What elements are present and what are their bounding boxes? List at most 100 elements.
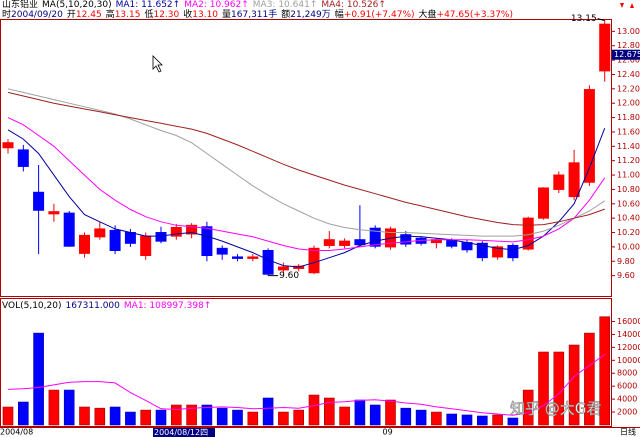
volume-bar [186, 404, 197, 426]
candle-body [201, 226, 213, 257]
info-label: 收 [183, 10, 193, 20]
volume-bar [369, 404, 381, 426]
legend-entry: MA2: 10.962↑ [184, 0, 249, 10]
volume-bar [2, 406, 14, 426]
candle-body [476, 242, 488, 259]
info-label: 低 [144, 10, 154, 20]
volume-bar [140, 409, 151, 426]
volume-bar [461, 414, 473, 426]
volume-frame [0, 298, 612, 427]
candle-body [538, 187, 549, 219]
info-label: 量 [222, 10, 232, 20]
y-tick-label: 4000 [617, 395, 637, 404]
ma-line [7, 117, 606, 251]
candle-body [308, 247, 320, 274]
y-tick-label: 10.40 [617, 214, 640, 223]
legend-entry: MA1: 108997.398↑ [123, 301, 212, 311]
y-tick-label: 13.00 [617, 27, 640, 36]
volume-bar [323, 397, 335, 426]
info-label: 时 [2, 10, 12, 20]
candle-body [33, 191, 45, 211]
volume-bar [538, 351, 549, 426]
volume-bar [492, 414, 503, 426]
header-line-1: 山东铝业 MA(5,10,20,30) MA1: 11.652↑ MA2: 10.96… [2, 0, 390, 10]
volume-ma-line [7, 354, 605, 416]
volume-current: 167311.000 [65, 301, 120, 311]
volume-bar [216, 407, 228, 426]
y-tick-label: 11.40 [617, 142, 640, 151]
cursor-price-label: 12.675 [614, 50, 640, 59]
y-tick-label: 16000 [617, 317, 640, 326]
candle-body [553, 174, 565, 190]
header-line-2: 时2004/09/20 开12.45 高13.15 低12.30 收13.10 量167,… [2, 10, 517, 20]
arrow-icon[interactable] [620, 3, 624, 8]
high-pointer [597, 18, 605, 22]
info-value: 2004/09/20 [11, 10, 63, 20]
y-tick-label: 2000 [617, 408, 637, 417]
volume-bar [33, 332, 44, 426]
y-tick-label: 12.00 [617, 99, 640, 108]
candle-body [140, 235, 152, 257]
volume-bar [109, 406, 121, 426]
volume-bar [400, 407, 412, 426]
candle-body [446, 239, 458, 247]
volume-bar [48, 389, 60, 426]
volume-bar [232, 409, 243, 426]
candle-body [124, 232, 136, 244]
volume-bar [599, 316, 611, 426]
y-tick-label: 10.60 [617, 199, 640, 208]
y-tick-label: 10.20 [617, 228, 640, 237]
y-tick-label: 12.80 [617, 41, 640, 50]
volume-bar [568, 344, 580, 426]
candle-body [48, 211, 60, 215]
volume-bar [155, 409, 167, 426]
volume-bar [308, 394, 320, 426]
watermark: 知乎 @大G君 [510, 400, 601, 418]
y-tick-label: 11.60 [617, 127, 640, 136]
ma-params: MA(5,10,20,30) [42, 0, 112, 10]
high-label: 13.15 [571, 14, 597, 24]
info-value: 13.10 [192, 10, 219, 20]
volume-bar [17, 401, 29, 426]
candle-body [155, 232, 167, 242]
y-tick-label: 9.80 [617, 257, 635, 266]
candle-body [369, 227, 381, 247]
candle-body [216, 247, 228, 255]
volume-bar [247, 411, 259, 426]
volume-bar [507, 417, 519, 426]
cursor-date: 2004/08/12四 [154, 428, 208, 437]
candle-body [507, 244, 519, 259]
info-label: 开 [66, 10, 76, 20]
volume-bar [94, 407, 106, 426]
ma-line [7, 88, 605, 237]
cursor-price-box [612, 49, 640, 60]
arrow-icon[interactable] [630, 3, 634, 8]
y-tick-label: 6000 [617, 382, 637, 391]
info-value: +47.65(+3.37%) [436, 10, 513, 20]
candle-body [170, 226, 182, 237]
volume-bar [125, 411, 136, 426]
volume-bar [201, 404, 213, 426]
volume-bar [415, 409, 427, 426]
legend-entry: MA1: 11.652↑ [115, 0, 181, 10]
candle-body [17, 149, 29, 167]
candle-body [109, 229, 121, 251]
y-tick-label: 12.20 [617, 84, 640, 93]
volume-bar [171, 404, 182, 426]
candle-body [400, 234, 412, 245]
candle-body [94, 228, 106, 238]
period-label: 日线 [620, 427, 636, 437]
volume-bar [431, 411, 442, 426]
volume-bar [262, 397, 274, 426]
candle-body [79, 234, 90, 254]
y-tick-label: 10000 [617, 356, 640, 365]
volume-bar [446, 413, 458, 426]
info-label: 额 [281, 10, 291, 20]
candle-body [583, 89, 595, 183]
volume-bar [339, 406, 350, 426]
y-tick-label: 14000 [617, 330, 640, 339]
y-tick-label: 11.20 [617, 156, 640, 165]
volume-bar [79, 406, 90, 426]
mouse-cursor [152, 55, 163, 73]
